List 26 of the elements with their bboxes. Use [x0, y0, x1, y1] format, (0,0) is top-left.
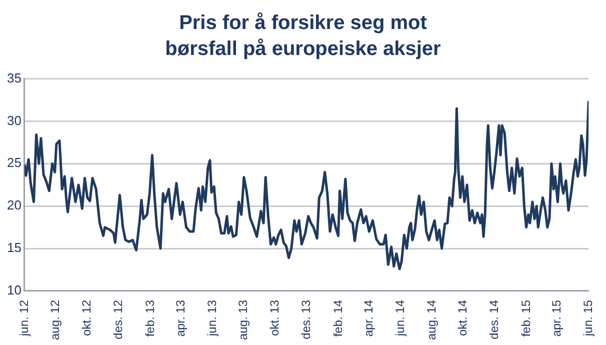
x-tick-label: okt. 13 — [268, 300, 282, 336]
x-tick-label: okt. 12 — [80, 300, 94, 336]
x-tick-label: des. 14 — [487, 300, 502, 340]
x-tick-label: jun. 14 — [392, 300, 407, 337]
y-tick-label: 10 — [6, 282, 22, 298]
x-tick-label: aug. 14 — [424, 300, 438, 340]
x-tick-label: aug. 12 — [48, 300, 62, 340]
x-tick-label: aug. 13 — [236, 300, 250, 340]
x-tick-label: des. 12 — [111, 300, 126, 340]
x-tick-label: jun. 13 — [204, 300, 219, 337]
y-tick-label: 35 — [6, 70, 22, 86]
x-tick-label: jun. 12 — [16, 300, 31, 337]
x-tick-label: des. 13 — [299, 300, 314, 340]
y-tick-label: 30 — [6, 112, 22, 128]
x-tick-label: feb. 14 — [331, 300, 346, 337]
y-tick-label: 20 — [6, 198, 22, 213]
x-tick-label: okt. 14 — [456, 300, 470, 336]
x-tick-label: feb. 15 — [519, 300, 534, 337]
y-tick-label: 15 — [6, 240, 22, 256]
chart-title: Pris for å forsikre seg mot børsfall på europeiske aksjer — [164, 11, 442, 62]
x-tick-label: feb. 13 — [142, 300, 157, 337]
y-tick-label: 25 — [6, 155, 22, 170]
x-tick-label: jun. 15 — [580, 300, 595, 337]
x-tick-label: apr. 15 — [549, 300, 564, 337]
x-tick-label: apr. 14 — [361, 300, 376, 337]
x-tick-label: apr. 13 — [173, 300, 188, 337]
